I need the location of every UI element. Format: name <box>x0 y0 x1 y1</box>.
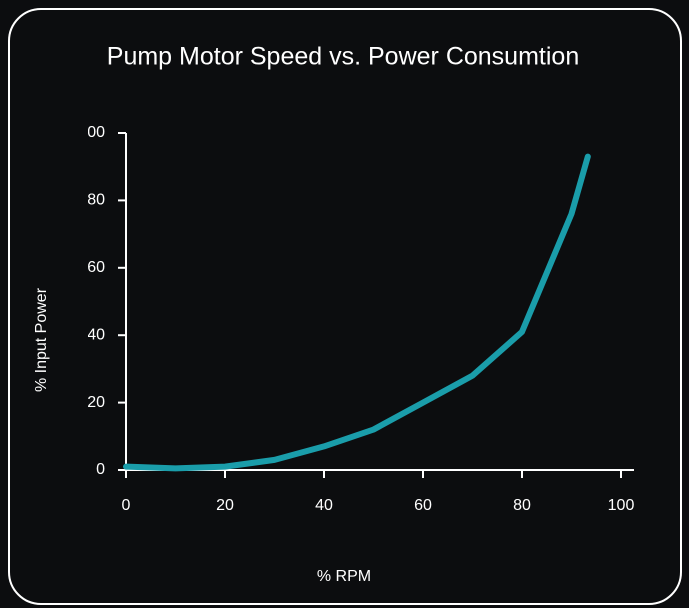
series-line <box>123 153 591 472</box>
panel-border <box>8 8 682 605</box>
x-tick-label: 60 <box>414 497 432 514</box>
y-tick-label: 40 <box>87 326 105 343</box>
x-tick-label: 40 <box>315 497 333 514</box>
chart-title: Pump Motor Speed vs. Power Consumtion <box>107 43 579 71</box>
x-tick-label: 0 <box>122 497 131 514</box>
x-tick-label: 80 <box>513 497 531 514</box>
x-tick-label: 100 <box>608 497 635 514</box>
y-tick-label: 60 <box>87 259 105 276</box>
y-tick-labels: 0 20 40 60 80 100 <box>78 124 105 478</box>
y-tick-label: 20 <box>87 394 105 411</box>
x-tick-label: 20 <box>216 497 234 514</box>
y-tick-label: 80 <box>87 192 105 209</box>
x-axis-label: % RPM <box>317 568 371 585</box>
y-axis-label: % Input Power <box>33 287 50 392</box>
y-tick-label: 100 <box>78 124 105 141</box>
y-tick-label: 0 <box>96 461 105 478</box>
